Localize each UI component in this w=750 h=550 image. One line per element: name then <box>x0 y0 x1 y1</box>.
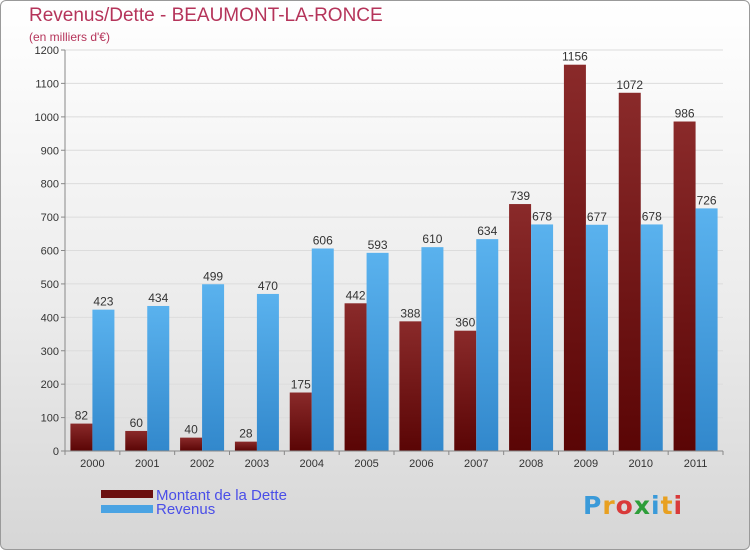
y-tick-label: 800 <box>41 179 59 191</box>
data-label: 40 <box>184 423 198 437</box>
bar-revenus <box>531 224 554 451</box>
data-label: 60 <box>130 416 144 430</box>
bar-dette <box>125 430 148 451</box>
x-tick-label: 2004 <box>300 458 324 470</box>
data-label: 1072 <box>616 78 643 92</box>
y-tick-label: 300 <box>41 346 59 358</box>
x-tick-label: 2011 <box>684 458 708 470</box>
x-tick-label: 2009 <box>574 458 598 470</box>
data-label: 470 <box>258 279 278 293</box>
bar-revenus <box>311 248 334 451</box>
x-tick-label: 2003 <box>245 458 269 470</box>
data-label: 388 <box>400 306 420 320</box>
data-label: 442 <box>346 288 366 302</box>
x-tick-label: 2006 <box>409 458 433 470</box>
x-tick-label: 2007 <box>464 458 488 470</box>
y-tick-label: 900 <box>41 145 59 157</box>
legend-swatch-revenus <box>101 505 153 513</box>
legend-label-debt: Montant de la Dette <box>156 487 287 504</box>
logo-letter: i <box>651 491 661 520</box>
y-tick-label: 700 <box>41 212 59 224</box>
logo-letter: t <box>660 491 674 520</box>
bar-dette <box>618 92 641 452</box>
data-label: 434 <box>148 291 168 305</box>
bar-revenus <box>421 247 444 451</box>
bar-revenus <box>476 239 499 451</box>
data-label: 1156 <box>562 50 588 64</box>
data-label: 610 <box>422 232 442 246</box>
bar-dette <box>289 392 312 451</box>
data-label: 986 <box>675 107 695 121</box>
data-label: 678 <box>532 209 552 223</box>
bar-revenus <box>640 224 663 451</box>
logo-letter: i <box>673 491 684 520</box>
data-label: 499 <box>203 269 223 283</box>
data-label: 82 <box>75 409 89 423</box>
chart-title: Revenus/Dette - BEAUMONT-LA-RONCE <box>29 5 383 26</box>
data-label: 677 <box>587 210 607 224</box>
bar-dette <box>234 441 257 451</box>
chart-subtitle: (en milliers d'€) <box>29 30 110 44</box>
data-label: 593 <box>368 238 388 252</box>
bar-dette <box>70 423 93 451</box>
data-label: 726 <box>697 193 717 207</box>
y-tick-label: 500 <box>41 279 59 291</box>
logo-letter: o <box>615 491 634 520</box>
data-label: 606 <box>313 233 333 247</box>
y-tick-label: 400 <box>41 312 59 324</box>
data-label: 360 <box>455 316 475 330</box>
bar-revenus <box>585 224 608 451</box>
bar-revenus <box>256 293 279 451</box>
data-label: 739 <box>510 189 530 203</box>
logo-letter: r <box>602 491 616 520</box>
data-label: 678 <box>642 209 662 223</box>
bar-revenus <box>92 309 115 451</box>
bar-dette <box>563 64 586 451</box>
bar-dette <box>180 437 203 451</box>
data-label: 423 <box>93 295 113 309</box>
bar-dette <box>673 121 696 452</box>
bar-dette <box>399 321 422 451</box>
x-tick-label: 2005 <box>354 458 378 470</box>
x-tick-label: 2008 <box>519 458 543 470</box>
data-label: 175 <box>291 378 311 392</box>
bar-revenus <box>695 208 718 451</box>
logo-letter: x <box>633 491 651 520</box>
legend-label-revenus: Revenus <box>156 501 216 518</box>
logo-letter: P <box>583 491 603 520</box>
y-tick-label: 100 <box>41 413 59 425</box>
bar-revenus <box>147 305 170 451</box>
y-tick-label: 1000 <box>35 112 59 124</box>
y-tick-label: 1200 <box>35 45 59 57</box>
data-label: 28 <box>239 427 253 441</box>
x-tick-label: 2010 <box>629 458 653 470</box>
bar-revenus <box>366 252 389 451</box>
y-tick-label: 1100 <box>35 78 59 90</box>
x-tick-label: 2002 <box>190 458 214 470</box>
y-tick-label: 200 <box>41 379 59 391</box>
y-tick-label: 600 <box>41 246 59 258</box>
bar-dette <box>344 303 367 451</box>
x-tick-label: 2001 <box>135 458 159 470</box>
data-label: 634 <box>477 224 497 238</box>
legend-swatch-debt <box>101 490 153 498</box>
proxiti-logo: Proxiti <box>583 491 683 520</box>
x-tick-label: 2000 <box>80 458 104 470</box>
bar-dette <box>509 204 532 451</box>
y-tick-label: 0 <box>53 446 59 458</box>
bar-revenus <box>202 284 225 451</box>
bar-dette <box>454 330 477 451</box>
